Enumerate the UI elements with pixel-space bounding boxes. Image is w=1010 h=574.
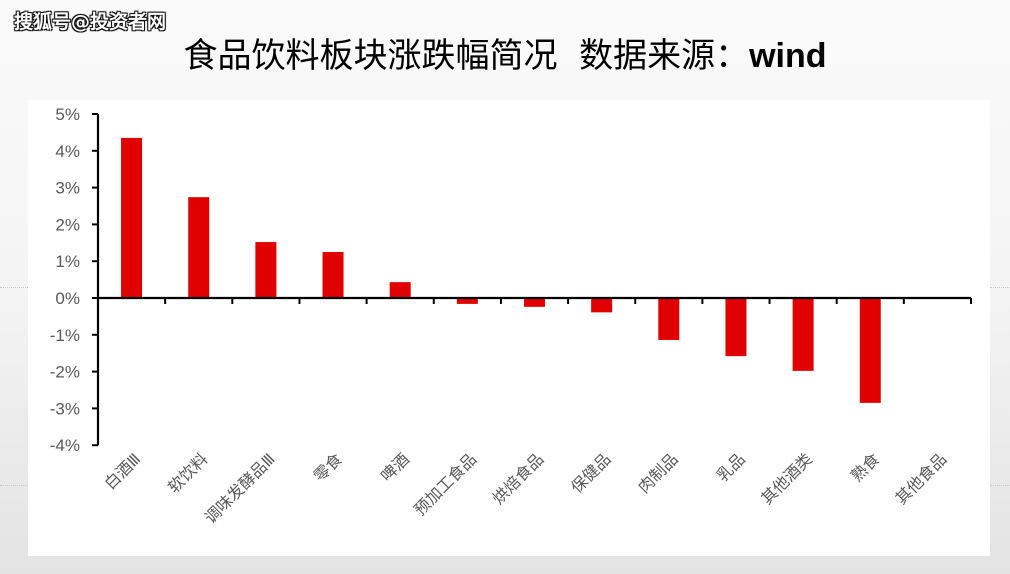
divider-dots-left-top — [0, 287, 28, 288]
x-category-label: 啤酒 — [378, 450, 413, 485]
bar — [591, 298, 613, 313]
x-category-label: 其他酒类 — [758, 450, 816, 508]
bar — [188, 197, 210, 298]
x-category-label: 肉制品 — [635, 450, 682, 497]
x-category-label: 其他食品 — [892, 450, 950, 508]
chart-panel: 5% 4% 3% 2% 1% 0% -1% -2% -3% -4% 白酒Ⅲ 软饮料 调味发酵品Ⅲ 零食 啤酒… — [28, 100, 990, 556]
y-tick-label: 3% — [55, 179, 80, 198]
y-tick-label: -3% — [50, 399, 80, 418]
x-category-label: 软饮料 — [165, 450, 212, 497]
divider-dots-right-top — [990, 287, 1010, 288]
bar — [121, 137, 143, 298]
y-tick-label: -2% — [50, 363, 80, 382]
x-category-label: 零食 — [311, 450, 346, 485]
x-category-label: 熟食 — [848, 450, 883, 485]
y-tick-label: -1% — [50, 326, 80, 345]
bar — [322, 252, 344, 298]
y-tick-label: 4% — [55, 142, 80, 161]
x-category-label: 预加工食品 — [411, 450, 480, 519]
x-category-label: 白酒Ⅲ — [101, 450, 144, 493]
divider-dots-left-bottom — [0, 485, 28, 486]
y-tick-label: -4% — [50, 436, 80, 455]
title-source-name: wind — [749, 37, 827, 75]
bar — [255, 242, 277, 298]
bar — [859, 298, 881, 403]
title-source-label: 数据来源： — [579, 36, 750, 76]
y-tick-label: 0% — [55, 289, 80, 308]
divider-dots-right-bottom — [990, 485, 1010, 486]
watermark: 搜狐号@投资者网 — [14, 11, 167, 33]
x-category-label: 乳品 — [713, 450, 748, 485]
x-category-label: 烘焙食品 — [489, 450, 547, 508]
y-tick-label: 1% — [55, 252, 80, 271]
y-tick-label: 2% — [55, 215, 80, 234]
bar — [725, 298, 747, 357]
y-tick-label: 5% — [55, 105, 80, 124]
x-category-label: 保健品 — [568, 450, 615, 497]
bar — [792, 298, 814, 371]
x-category-label: 调味发酵品Ⅲ — [202, 450, 279, 527]
bar — [524, 298, 545, 307]
bar — [456, 298, 478, 304]
title-main: 食品饮料板块涨跌幅简况 — [183, 36, 558, 76]
bar — [389, 282, 411, 298]
chart-title: 食品饮料板块涨跌幅简况 数据来源：wind — [0, 28, 1010, 77]
bar — [658, 298, 680, 340]
